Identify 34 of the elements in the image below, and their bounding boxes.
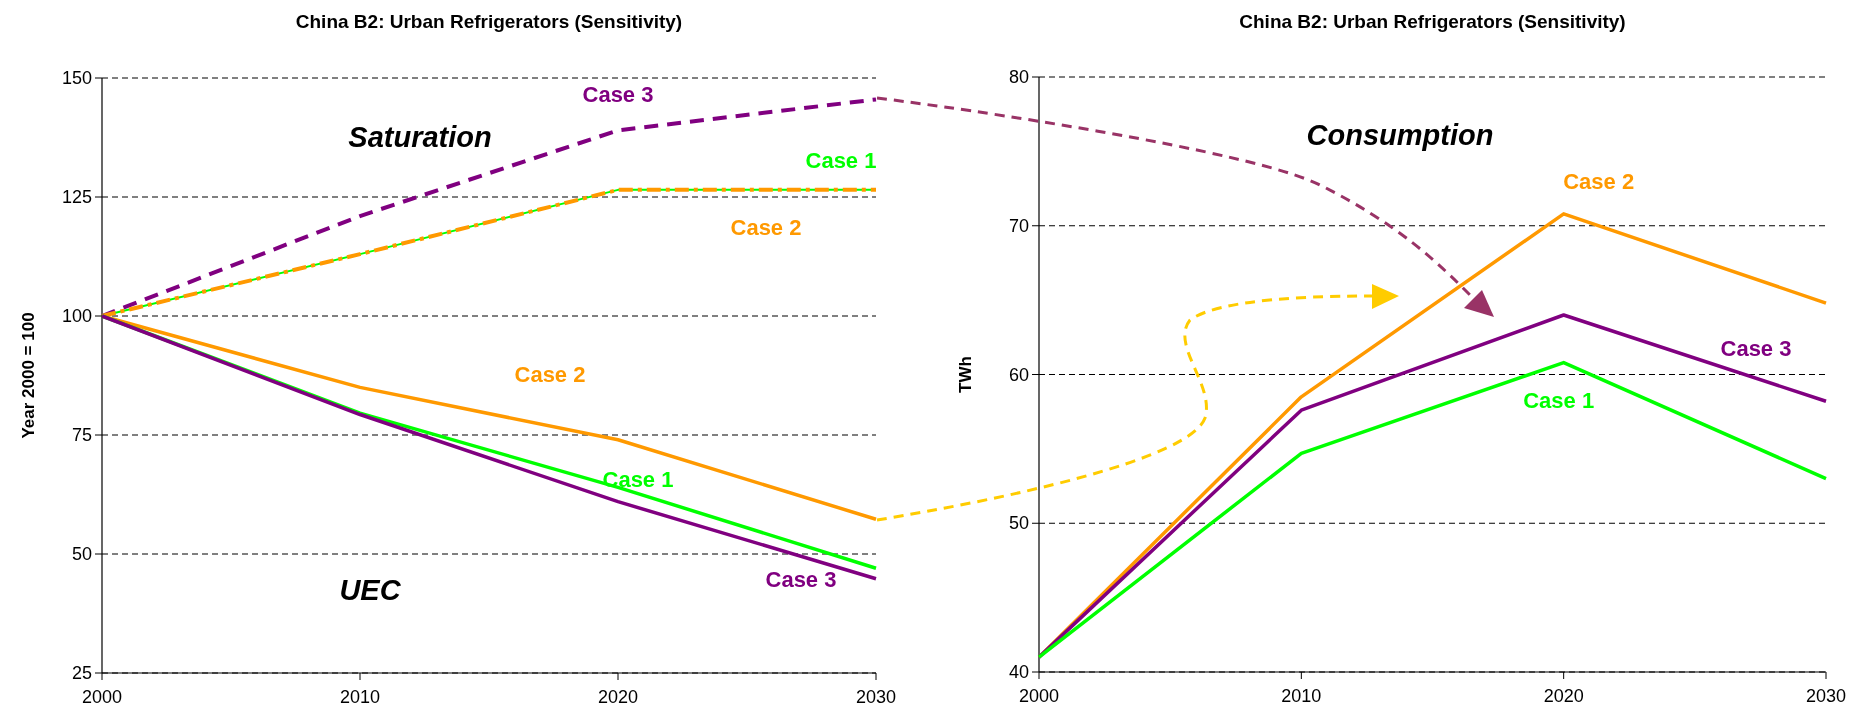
series-label: Case 1 <box>1523 387 1595 413</box>
annotation: Saturation <box>348 121 492 153</box>
x-tick-label: 2030 <box>855 687 897 707</box>
series-label: Case 3 <box>1720 336 1792 362</box>
y-tick-label: 70 <box>1008 215 1029 236</box>
x-tick-label: 2030 <box>1805 686 1847 706</box>
y-axis-title: Year 2000 = 100 <box>19 312 38 439</box>
y-axis-title: TWh <box>956 356 975 393</box>
series-label: Case 1 <box>805 147 877 173</box>
y-tick-label: 60 <box>1008 364 1029 385</box>
x-tick-label: 2010 <box>339 687 381 707</box>
y-tick-label: 80 <box>1008 67 1029 87</box>
y-tick-label: 25 <box>71 663 92 683</box>
series-label: Case 2 <box>514 362 586 388</box>
y-tick-label: 75 <box>71 425 92 445</box>
chart-title: China B2: Urban Refrigerators (Sensitivity) <box>295 11 683 32</box>
annotation: UEC <box>339 574 402 606</box>
series-label: Case 3 <box>582 82 654 108</box>
series-label: Case 2 <box>730 214 802 240</box>
y-tick-label: 125 <box>61 187 92 207</box>
x-tick-label: 2020 <box>1543 686 1584 706</box>
y-tick-label: 150 <box>61 68 92 88</box>
x-tick-label: 2020 <box>597 687 639 707</box>
x-tick-label: 2010 <box>1281 686 1322 706</box>
y-tick-label: 100 <box>61 306 92 326</box>
x-tick-label: 2000 <box>1018 686 1060 706</box>
y-tick-label: 50 <box>71 544 92 564</box>
chart-title: China B2: Urban Refrigerators (Sensitivity) <box>1239 11 1626 32</box>
series-label: Case 3 <box>765 566 837 592</box>
y-tick-label: 40 <box>1008 662 1029 682</box>
series-label: Case 2 <box>1563 168 1635 194</box>
annotation: Consumption <box>1306 119 1494 151</box>
x-tick-label: 2000 <box>81 687 123 707</box>
y-tick-label: 50 <box>1008 513 1029 534</box>
